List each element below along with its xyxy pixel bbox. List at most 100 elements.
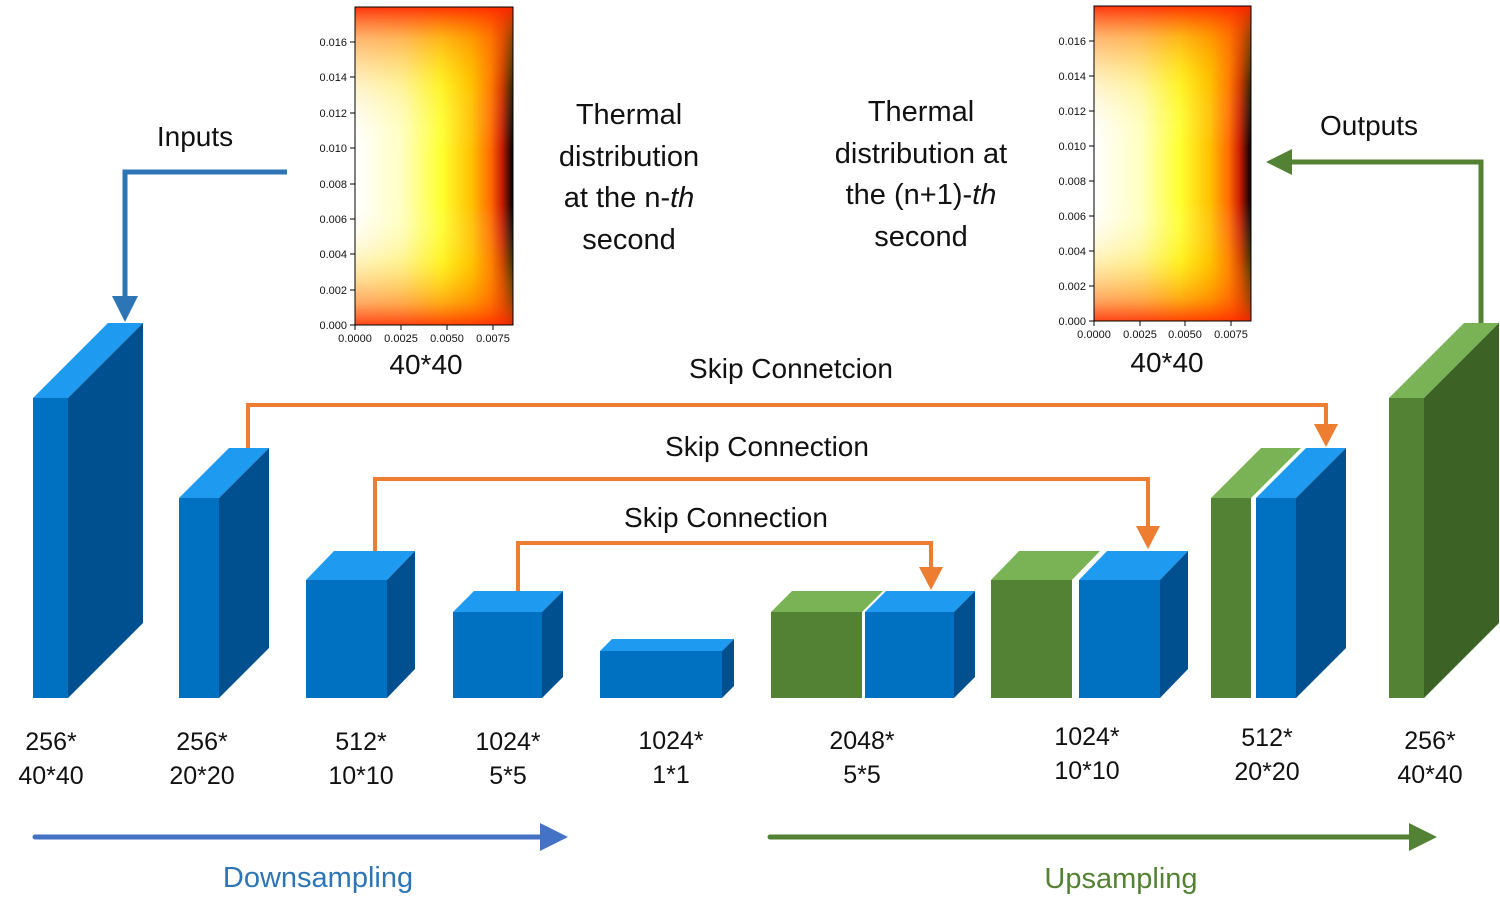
skip-2-arrowhead xyxy=(1136,526,1160,549)
block-6-size: 5*5 xyxy=(843,761,881,789)
y-tick-label: 0.002 xyxy=(1058,281,1086,293)
block-3-size: 10*10 xyxy=(328,762,393,790)
skip-3-label: Skip Connection xyxy=(624,502,828,533)
input-heatmap-xaxis: 0.0000 0.0025 0.0050 0.0075 xyxy=(338,325,510,345)
blue-side-face xyxy=(954,591,975,698)
y-tick-label: 0.016 xyxy=(1058,36,1086,48)
block-side-face xyxy=(68,323,143,698)
block-top-face xyxy=(600,639,734,651)
output-heatmap-xaxis: 0.0000 0.0025 0.0050 0.0075 xyxy=(1077,321,1248,341)
blue-front-face xyxy=(1256,498,1296,698)
x-tick-label: 0.0000 xyxy=(1077,329,1111,341)
x-tick-label: 0.0075 xyxy=(1214,329,1248,341)
thermal-out-th: th xyxy=(972,179,996,211)
blue-front-face xyxy=(865,612,954,698)
block-top-face xyxy=(1389,323,1499,398)
decoder-block-5x5 xyxy=(771,591,975,698)
thermal-in-line3: at the n-th xyxy=(564,182,695,214)
output-arrow-line xyxy=(1290,159,1484,325)
block-9-size: 40*40 xyxy=(1397,761,1462,789)
green-front-face xyxy=(1211,498,1251,698)
block-2-size: 20*20 xyxy=(169,762,234,790)
blue-top-face xyxy=(865,591,975,612)
skip-connection-2: Skip Connection xyxy=(373,431,1160,551)
block-side-face xyxy=(722,639,734,698)
thermal-in-line3-text: at the n- xyxy=(564,182,670,214)
x-tick-label: 0.0000 xyxy=(338,333,372,345)
skip-3-line xyxy=(516,541,933,592)
inputs-label: Inputs xyxy=(157,121,233,152)
blue-top-face xyxy=(1079,551,1188,580)
block-side-face xyxy=(542,591,563,698)
y-tick-label: 0.012 xyxy=(319,108,347,120)
block-front-face xyxy=(1389,398,1424,698)
green-top-face xyxy=(991,551,1100,580)
x-tick-label: 0.0025 xyxy=(384,333,418,345)
thermal-in-line2: distribution xyxy=(559,141,699,173)
x-tick-label: 0.0050 xyxy=(1168,329,1202,341)
thermal-in-line4: second xyxy=(582,224,676,256)
blue-front-face xyxy=(1079,580,1160,698)
thermal-out-line4: second xyxy=(874,221,968,253)
green-top-face xyxy=(771,591,883,612)
block-side-face xyxy=(1424,323,1499,698)
green-top-face xyxy=(1211,448,1301,498)
y-tick-label: 0.004 xyxy=(319,249,347,261)
encoder-block-1 xyxy=(33,323,143,698)
block-1-channels: 256* xyxy=(25,728,77,756)
encoder-block-4 xyxy=(453,591,563,698)
output-arrowhead xyxy=(1266,149,1292,175)
green-front-face xyxy=(991,580,1072,698)
downsampling-arrowhead xyxy=(540,823,568,851)
y-tick-label: 0.010 xyxy=(319,143,347,155)
block-6-channels: 2048* xyxy=(829,727,895,755)
y-tick-label: 0.000 xyxy=(1058,316,1086,328)
block-8-channels: 512* xyxy=(1241,724,1293,752)
block-9-channels: 256* xyxy=(1404,727,1456,755)
skip-connection-1: Skip Connetcion xyxy=(246,353,1338,450)
block-top-face xyxy=(179,448,269,498)
block-front-face xyxy=(600,651,722,698)
block-front-face xyxy=(33,398,68,698)
block-2-channels: 256* xyxy=(176,728,228,756)
block-7-size: 10*10 xyxy=(1054,757,1119,785)
heatmap-field-vertical xyxy=(1094,6,1251,321)
skip-2-label: Skip Connection xyxy=(665,431,869,462)
y-tick-label: 0.002 xyxy=(319,285,347,297)
y-tick-label: 0.014 xyxy=(319,72,347,84)
blue-side-face xyxy=(1160,551,1188,698)
upsampling-arrow: Upsampling xyxy=(767,823,1437,895)
input-arrow xyxy=(112,169,287,322)
y-tick-label: 0.006 xyxy=(1058,211,1086,223)
skip-1-label: Skip Connetcion xyxy=(689,353,893,384)
output-heatmap-yaxis: 0.016 0.014 0.012 0.010 0.008 0.006 0.00… xyxy=(1058,36,1094,328)
output-arrow xyxy=(1266,149,1484,325)
outputs-label: Outputs xyxy=(1320,110,1418,141)
y-tick-label: 0.000 xyxy=(319,320,347,332)
input-arrow-line xyxy=(122,169,287,298)
downsampling-label: Downsampling xyxy=(223,862,413,894)
heatmap-frame xyxy=(1093,5,1252,322)
block-side-face xyxy=(219,448,269,698)
block-5-size: 1*1 xyxy=(652,761,690,789)
thermal-out-line1: Thermal xyxy=(868,96,974,128)
block-labels: 256* 40*40 256* 20*20 512* 10*10 1024* 5… xyxy=(18,723,1462,790)
thermal-in-caption: Thermal distribution at the n-th second xyxy=(559,99,699,256)
skip-3-arrowhead xyxy=(919,567,943,590)
y-tick-label: 0.008 xyxy=(1058,176,1086,188)
y-tick-label: 0.016 xyxy=(319,37,347,49)
thermal-in-line1: Thermal xyxy=(576,99,682,131)
blue-top-face xyxy=(1256,448,1346,498)
block-top-face xyxy=(33,323,143,398)
output-size-label: 40*40 xyxy=(1130,347,1203,378)
y-tick-label: 0.006 xyxy=(319,214,347,226)
block-front-face xyxy=(179,498,219,698)
block-8-size: 20*20 xyxy=(1234,758,1299,786)
block-front-face xyxy=(306,580,387,698)
y-tick-label: 0.004 xyxy=(1058,246,1086,258)
upsampling-arrowhead xyxy=(1409,823,1437,851)
block-front-face xyxy=(453,612,542,698)
input-heatmap: 0.016 0.014 0.012 0.010 0.008 0.006 0.00… xyxy=(319,6,514,380)
y-tick-label: 0.012 xyxy=(1058,106,1086,118)
